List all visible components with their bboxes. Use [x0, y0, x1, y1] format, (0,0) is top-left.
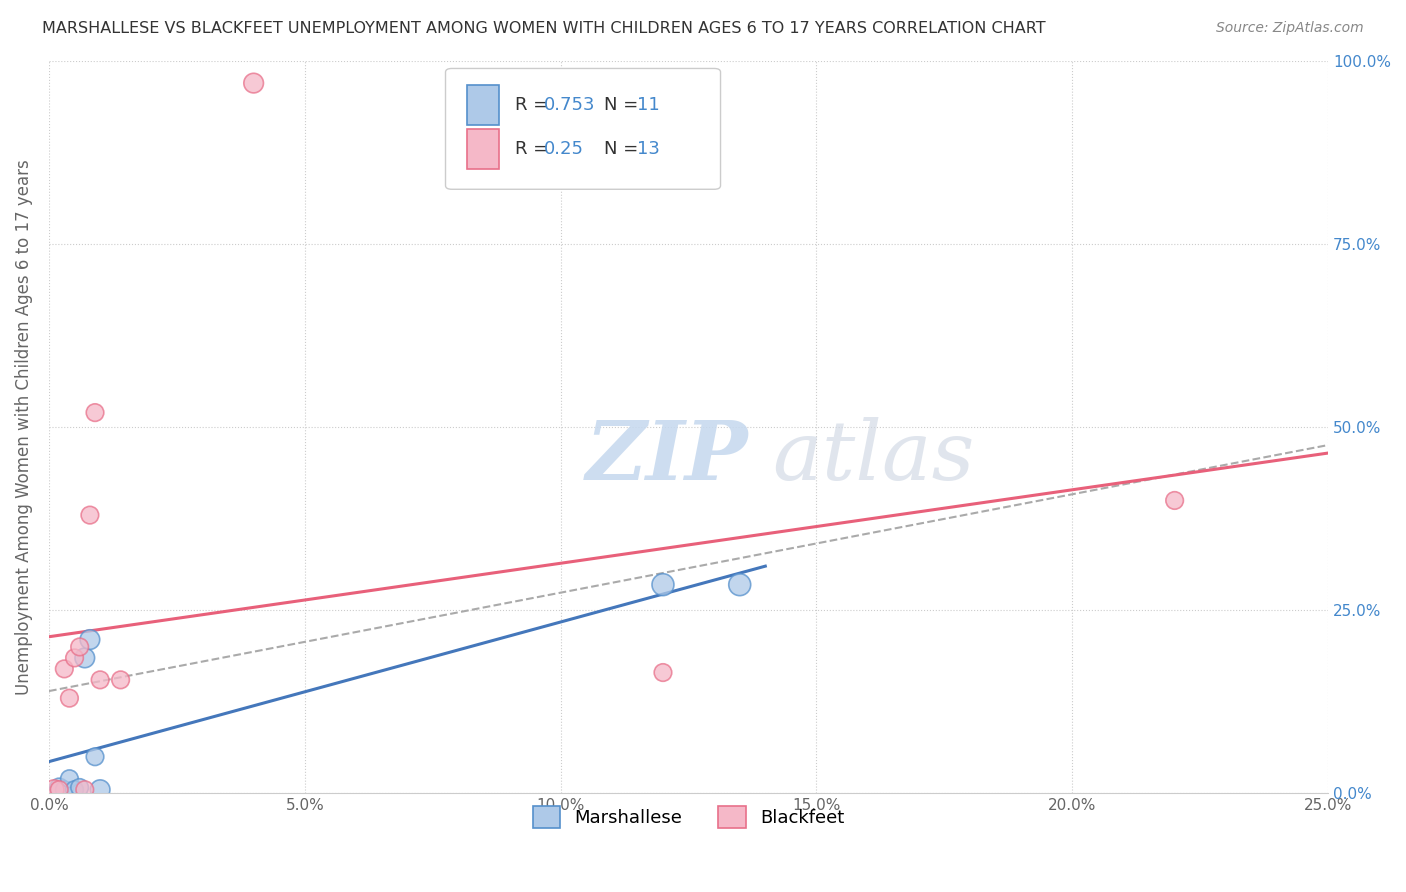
- Text: N =: N =: [605, 96, 644, 114]
- Point: [79, 632, 101, 647]
- Point: [63, 782, 86, 797]
- Point: [48, 782, 70, 797]
- Legend: Marshallese, Blackfeet: Marshallese, Blackfeet: [526, 799, 852, 836]
- Point: [48, 780, 70, 795]
- Point: [79, 508, 101, 522]
- Point: [242, 76, 264, 90]
- Point: [1163, 493, 1185, 508]
- Point: [63, 651, 86, 665]
- FancyBboxPatch shape: [467, 128, 499, 169]
- Point: [69, 640, 91, 654]
- Text: MARSHALLESE VS BLACKFEET UNEMPLOYMENT AMONG WOMEN WITH CHILDREN AGES 6 TO 17 YEA: MARSHALLESE VS BLACKFEET UNEMPLOYMENT AM…: [42, 21, 1046, 36]
- Text: Source: ZipAtlas.com: Source: ZipAtlas.com: [1216, 21, 1364, 35]
- Text: atlas: atlas: [772, 417, 974, 497]
- Text: R =: R =: [515, 140, 554, 158]
- Point: [84, 749, 107, 764]
- Point: [58, 772, 80, 786]
- Text: 0.753: 0.753: [544, 96, 596, 114]
- Text: 0.25: 0.25: [544, 140, 583, 158]
- Point: [69, 780, 91, 795]
- Point: [89, 782, 111, 797]
- Text: ZIP: ZIP: [586, 417, 749, 497]
- Point: [89, 673, 111, 687]
- Point: [58, 691, 80, 706]
- Point: [728, 577, 751, 591]
- Point: [73, 782, 96, 797]
- Y-axis label: Unemployment Among Women with Children Ages 6 to 17 years: Unemployment Among Women with Children A…: [15, 160, 32, 695]
- Point: [53, 782, 76, 797]
- Point: [53, 662, 76, 676]
- FancyBboxPatch shape: [467, 85, 499, 125]
- Point: [73, 651, 96, 665]
- Point: [652, 665, 675, 680]
- Point: [84, 406, 107, 420]
- Text: 13: 13: [637, 140, 661, 158]
- Point: [652, 577, 675, 591]
- FancyBboxPatch shape: [446, 69, 720, 189]
- Text: R =: R =: [515, 96, 554, 114]
- Text: N =: N =: [605, 140, 644, 158]
- Point: [42, 782, 65, 797]
- Point: [110, 673, 132, 687]
- Text: 11: 11: [637, 96, 661, 114]
